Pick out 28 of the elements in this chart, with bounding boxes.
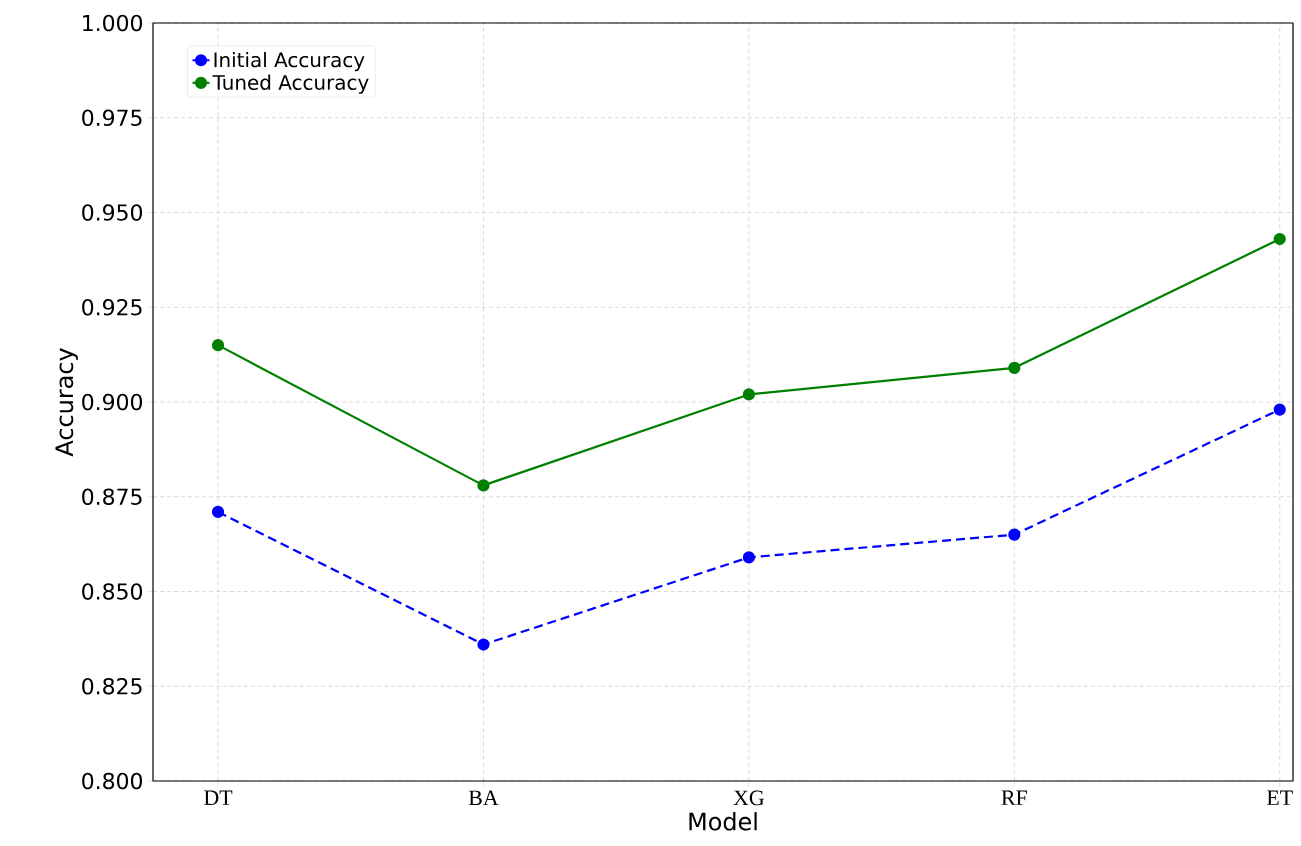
y-tick-label: 0.925 <box>82 298 142 316</box>
y-tick-label: 0.900 <box>82 393 143 411</box>
point <box>1273 403 1286 416</box>
y-tick-label: 0.875 <box>82 488 142 506</box>
point <box>477 479 490 492</box>
point <box>742 388 755 401</box>
x-tick-label: ET <box>1266 790 1293 805</box>
x-tick-label: BA <box>468 790 499 806</box>
y-axis-title: Accuracy <box>55 348 78 457</box>
x-tick-label: XG <box>733 790 765 806</box>
legend-label: Tuned Accuracy <box>212 74 369 94</box>
y-tick-label: 0.975 <box>82 109 142 127</box>
point <box>1008 528 1021 541</box>
y-tick-label: 0.800 <box>82 772 143 790</box>
point <box>742 551 755 564</box>
y-tick-label: 0.825 <box>82 677 142 695</box>
point <box>211 505 225 519</box>
y-tick-label: 0.850 <box>82 583 143 600</box>
x-axis-title: Model <box>689 812 757 831</box>
point <box>1008 361 1021 374</box>
x-tick-label: DT <box>204 790 233 805</box>
y-tick-label: 1.000 <box>83 14 143 32</box>
y-tick-label: 0.950 <box>82 204 143 221</box>
x-tick-label: RF <box>1001 790 1027 805</box>
point <box>477 638 490 651</box>
point <box>211 339 225 352</box>
point <box>1273 232 1286 246</box>
legend-label: Initial Accuracy <box>214 51 365 72</box>
